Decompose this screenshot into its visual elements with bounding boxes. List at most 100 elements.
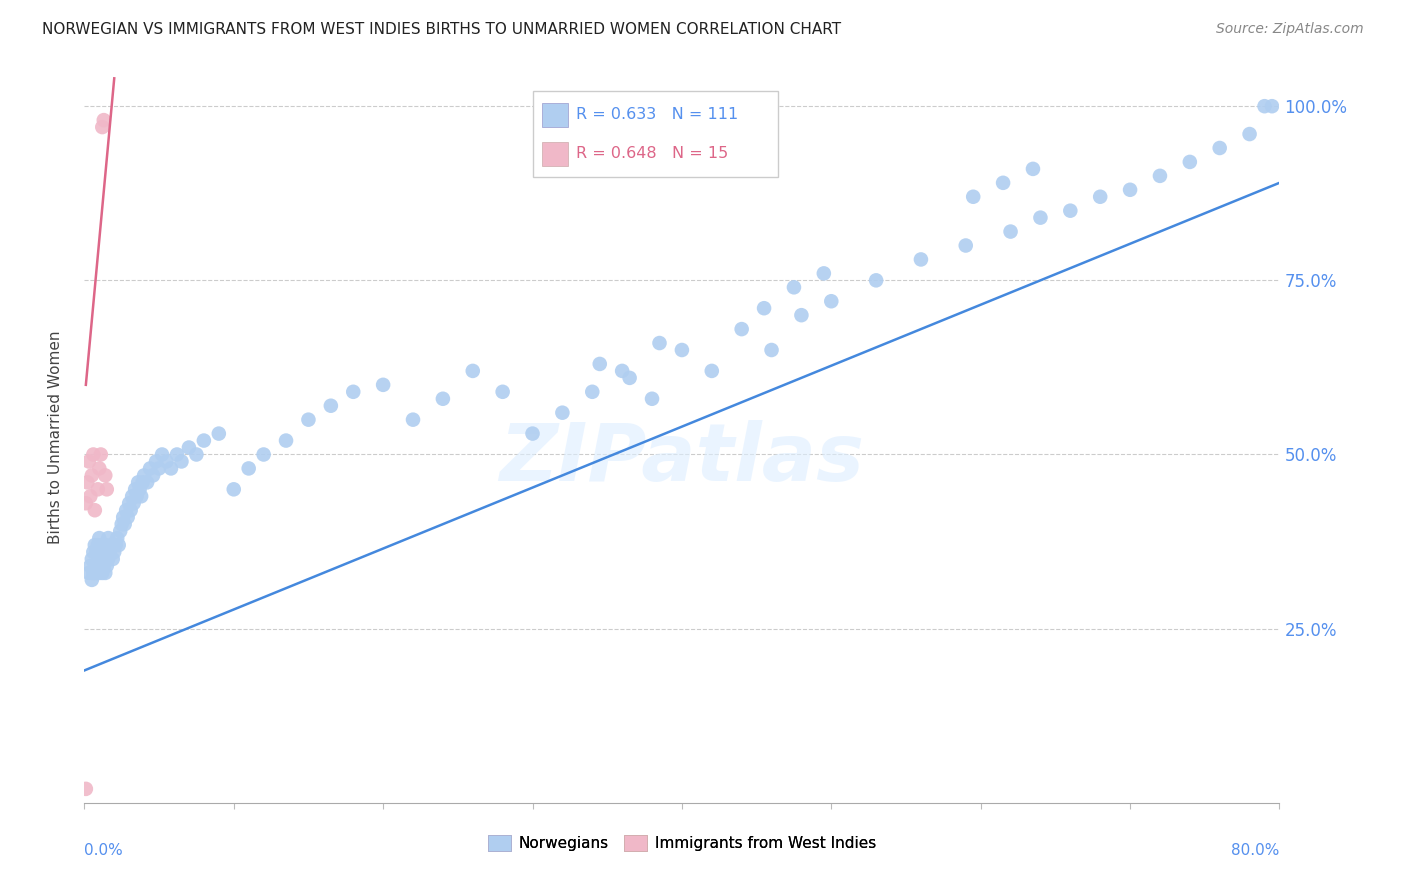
Point [90,448,112,462]
Point [82,545,104,559]
Point [83,558,105,573]
Point [752,301,775,316]
Point [75,496,97,510]
Point [93,558,115,573]
Text: Source: ZipAtlas.com: Source: ZipAtlas.com [1216,22,1364,37]
Point [125,489,148,503]
Point [87,538,110,552]
FancyBboxPatch shape [543,142,568,166]
Point [76,475,98,490]
Point [1119,183,1142,197]
Point [79,558,101,573]
Text: R = 0.648   N = 15: R = 0.648 N = 15 [575,146,728,161]
Point [522,426,544,441]
Point [96,483,118,497]
Point [155,454,177,468]
Y-axis label: Births to Unmarried Women: Births to Unmarried Women [48,330,63,544]
Point [83,503,105,517]
Point [118,496,141,510]
Point [94,566,117,580]
Point [86,566,108,580]
Point [297,412,319,426]
Point [89,531,111,545]
Point [160,461,183,475]
Point [98,545,121,559]
Point [75,781,97,796]
Point [83,538,105,552]
Point [97,531,120,545]
Point [177,441,200,455]
Point [731,322,754,336]
Point [110,524,132,538]
Point [87,483,110,497]
Point [145,454,167,468]
Point [253,448,276,462]
Point [813,266,835,280]
Point [117,510,139,524]
Point [1090,190,1112,204]
Point [208,426,231,441]
Point [581,384,603,399]
Point [148,461,170,475]
Text: ZIPatlas: ZIPatlas [499,420,865,498]
Point [96,558,118,573]
Point [86,545,108,559]
Point [121,489,143,503]
Point [129,489,152,503]
Point [238,461,260,475]
Point [115,503,138,517]
Point [1209,141,1232,155]
Point [87,558,110,573]
Point [93,545,115,559]
Point [589,357,612,371]
Point [342,384,364,399]
Point [122,496,145,510]
Point [80,468,103,483]
FancyBboxPatch shape [533,91,778,178]
Point [150,448,173,462]
Point [790,308,813,322]
Point [1029,211,1052,225]
Point [82,448,104,462]
Point [82,566,104,580]
Point [761,343,783,357]
Point [551,406,574,420]
Point [373,377,395,392]
Legend: Norwegians, Immigrants from West Indies: Norwegians, Immigrants from West Indies [482,830,882,857]
Point [1261,99,1284,113]
Point [100,538,122,552]
Point [94,538,117,552]
Point [170,454,193,468]
Point [1178,155,1201,169]
Point [91,538,114,552]
Point [112,510,135,524]
Point [89,461,111,475]
Point [193,434,215,448]
Point [700,364,723,378]
Point [107,538,129,552]
Point [111,517,134,532]
Point [80,573,103,587]
Point [97,552,120,566]
Point [91,120,114,134]
FancyBboxPatch shape [543,103,568,127]
Point [142,468,165,483]
Point [222,483,245,497]
Point [186,448,208,462]
Text: 0.0%: 0.0% [84,843,124,858]
Point [1239,127,1261,141]
Point [274,434,297,448]
Point [93,113,115,128]
Point [612,364,634,378]
Point [1022,161,1045,176]
Point [90,558,112,573]
Point [402,412,425,426]
Point [962,190,984,204]
Point [1000,225,1022,239]
Point [131,475,153,490]
Point [132,468,156,483]
Point [865,273,887,287]
Point [461,364,484,378]
Point [136,475,159,490]
Point [820,294,842,309]
